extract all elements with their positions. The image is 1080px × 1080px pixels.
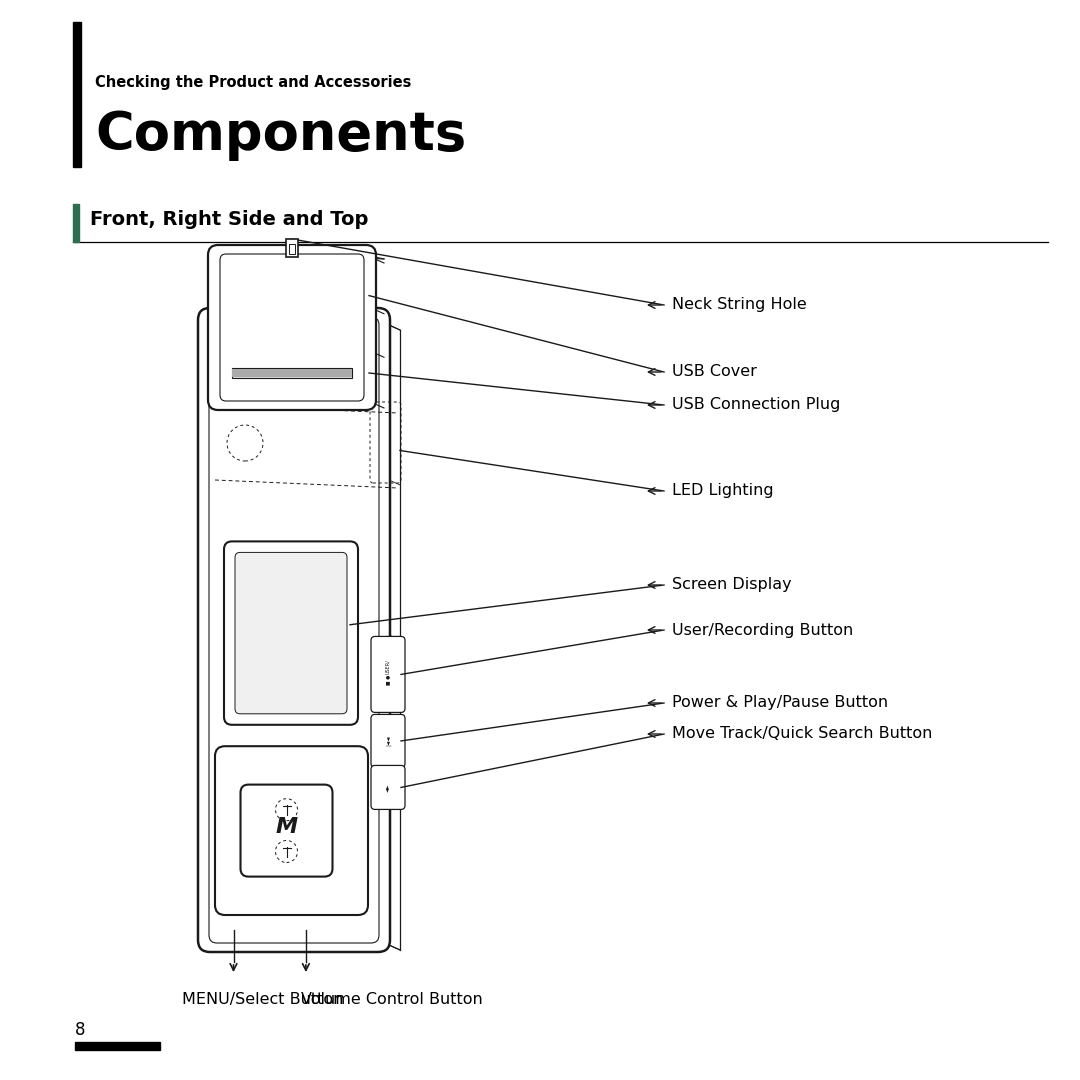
Text: ◄►: ◄► <box>386 783 391 792</box>
Bar <box>75 1042 160 1050</box>
Text: LED Lighting: LED Lighting <box>672 484 773 499</box>
Text: ■ ●: ■ ● <box>386 674 391 685</box>
Text: Power & Play/Pause Button: Power & Play/Pause Button <box>672 696 888 711</box>
FancyBboxPatch shape <box>372 715 405 768</box>
Text: -: - <box>234 824 240 838</box>
FancyBboxPatch shape <box>235 552 347 714</box>
FancyBboxPatch shape <box>215 746 368 915</box>
Text: USER/: USER/ <box>386 659 391 674</box>
FancyBboxPatch shape <box>372 766 405 809</box>
Text: User/Recording Button: User/Recording Button <box>672 622 853 637</box>
FancyBboxPatch shape <box>198 308 390 951</box>
Bar <box>232 369 352 377</box>
Text: Move Track/Quick Search Button: Move Track/Quick Search Button <box>672 727 932 742</box>
FancyBboxPatch shape <box>372 636 405 713</box>
Text: USB Cover: USB Cover <box>672 365 757 379</box>
FancyBboxPatch shape <box>241 784 333 877</box>
Text: 8: 8 <box>75 1021 85 1039</box>
Text: Components: Components <box>95 109 467 161</box>
Text: Front, Right Side and Top: Front, Right Side and Top <box>90 210 368 229</box>
Text: +: + <box>335 824 346 838</box>
Bar <box>289 244 295 254</box>
Text: USB Connection Plug: USB Connection Plug <box>672 397 840 413</box>
Bar <box>286 239 298 257</box>
FancyBboxPatch shape <box>208 245 376 410</box>
Text: |◄◄: |◄◄ <box>386 735 391 746</box>
Bar <box>73 204 80 242</box>
FancyBboxPatch shape <box>224 541 357 725</box>
Text: MENU/Select Button: MENU/Select Button <box>181 993 342 1007</box>
Text: Checking the Product and Accessories: Checking the Product and Accessories <box>95 75 411 90</box>
Text: M: M <box>275 816 298 837</box>
Text: Neck String Hole: Neck String Hole <box>672 297 807 312</box>
Text: Screen Display: Screen Display <box>672 578 792 593</box>
Bar <box>73 23 81 167</box>
Text: Volume Control Button: Volume Control Button <box>301 993 483 1007</box>
Bar <box>232 368 352 378</box>
